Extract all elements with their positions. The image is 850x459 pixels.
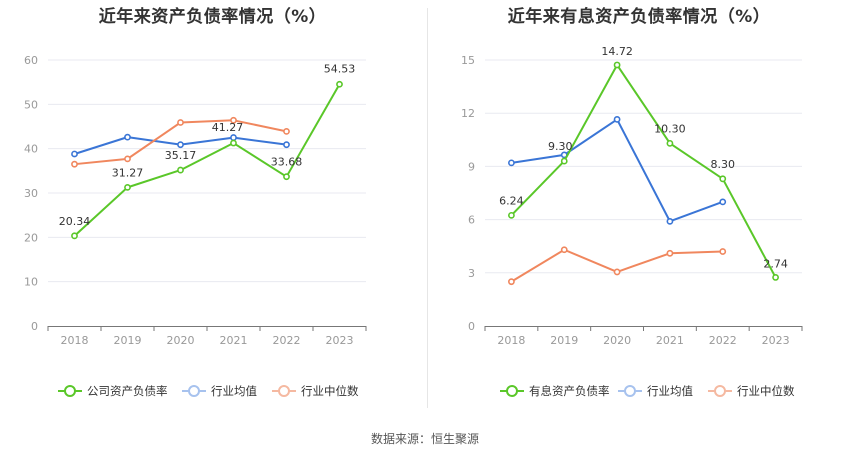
chart-title: 近年来有息资产负债率情况（%）: [507, 7, 771, 27]
data-point: [230, 116, 237, 124]
chart-interest-debt-ratio: 近年来有息资产负债率情况（%） 0 3 6 9 12 15 2018 2019 2020 2021…: [428, 0, 850, 410]
data-point: [177, 119, 184, 126]
y-tick-label: 0: [31, 320, 38, 333]
legend-label: 行业均值: [647, 384, 693, 398]
data-point: [124, 183, 131, 191]
data-point: [719, 248, 727, 255]
chart-debt-ratio: 近年来资产负债率情况（%） 0 10 20 30 40 50 60 2018 2019 2020 2…: [0, 0, 425, 410]
data-point: [336, 80, 343, 88]
y-tick-label: 10: [24, 276, 38, 289]
y-tick-label: 12: [461, 107, 475, 120]
x-tick-label: 2020: [603, 334, 631, 347]
data-point: [283, 173, 290, 181]
data-label: 33.68: [271, 156, 303, 169]
series-line: [510, 63, 777, 278]
data-point: [71, 232, 78, 240]
y-tick-label: 30: [24, 187, 38, 200]
data-label: 35.17: [165, 149, 197, 162]
series-line: [510, 248, 723, 283]
y-tick-label: 9: [468, 160, 475, 173]
x-tick-label: 2022: [709, 334, 737, 347]
x-tick-label: 2019: [114, 334, 142, 347]
data-point: [283, 141, 290, 149]
x-tick-label: 2023: [762, 334, 790, 347]
data-point: [613, 61, 621, 69]
data-point: [719, 198, 727, 206]
data-label: 54.53: [324, 62, 356, 75]
x-tick-label: 2021: [220, 334, 248, 347]
x-tick-label: 2023: [326, 334, 354, 347]
legend-marker: [624, 385, 636, 397]
y-tick-label: 50: [24, 98, 38, 111]
data-point: [124, 133, 131, 141]
chart-title: 近年来资产负债率情况（%）: [98, 7, 327, 27]
y-tick-label: 15: [461, 54, 475, 67]
panel-divider: [427, 8, 428, 408]
y-tick-label: 3: [468, 267, 475, 280]
data-label: 20.34: [59, 215, 91, 228]
data-point: [666, 217, 674, 225]
x-tick-label: 2020: [167, 334, 195, 347]
chart-svg: 0 10 20 30 40 50 60 2018 2019 2020 2021 2022 2023 20.…: [24, 54, 367, 398]
data-label: 14.72: [601, 45, 633, 58]
data-point: [177, 141, 184, 149]
data-label: 2.74: [763, 257, 788, 270]
data-point: [177, 166, 184, 174]
y-tick-label: 0: [468, 320, 475, 333]
data-label: 41.27: [212, 121, 244, 134]
data-point: [719, 175, 727, 183]
x-tick-label: 2018: [497, 334, 525, 347]
legend-label: 行业中位数: [737, 384, 795, 398]
legend-label: 行业中位数: [301, 384, 359, 398]
data-point: [71, 160, 78, 168]
legend-label: 行业均值: [211, 384, 257, 398]
legend-marker: [188, 385, 200, 397]
data-label: 31.27: [112, 166, 144, 179]
data-label: 10.30: [654, 122, 686, 135]
y-tick-label: 40: [24, 143, 38, 156]
x-tick-label: 2018: [61, 334, 89, 347]
data-point: [613, 268, 621, 276]
data-point: [666, 249, 674, 257]
data-label: 6.24: [499, 194, 524, 207]
x-tick-label: 2022: [273, 334, 301, 347]
legend-marker: [278, 385, 290, 397]
legend-label: 有息资产负债率: [529, 384, 610, 398]
data-point: [772, 274, 779, 281]
data-point: [508, 159, 515, 167]
data-point: [71, 150, 78, 158]
y-tick-label: 60: [24, 54, 38, 67]
data-point: [666, 139, 674, 147]
legend-marker: [714, 385, 726, 397]
data-point: [508, 211, 515, 219]
data-label: 8.30: [711, 158, 736, 171]
data-point: [124, 155, 131, 163]
data-point: [508, 278, 515, 286]
source-note: 数据来源：恒生聚源: [370, 432, 479, 446]
series-line: [511, 118, 724, 223]
data-point: [560, 157, 568, 165]
data-point: [283, 127, 290, 135]
legend-marker: [64, 385, 76, 397]
chart-svg: 0 3 6 9 12 15 2018 2019 2020 2021 2022 2023 6.24 9.30…: [461, 45, 803, 398]
data-point: [230, 134, 237, 141]
x-tick-label: 2019: [550, 334, 578, 347]
legend-marker: [506, 385, 518, 397]
data-point: [613, 116, 621, 123]
y-tick-label: 20: [24, 231, 38, 244]
legend-label: 公司资产负债率: [87, 384, 168, 398]
x-tick-label: 2021: [656, 334, 684, 347]
series-line: [73, 83, 341, 237]
data-point: [560, 246, 568, 254]
data-label: 9.30: [548, 140, 573, 153]
data-point: [230, 139, 237, 147]
y-tick-label: 6: [468, 214, 475, 227]
